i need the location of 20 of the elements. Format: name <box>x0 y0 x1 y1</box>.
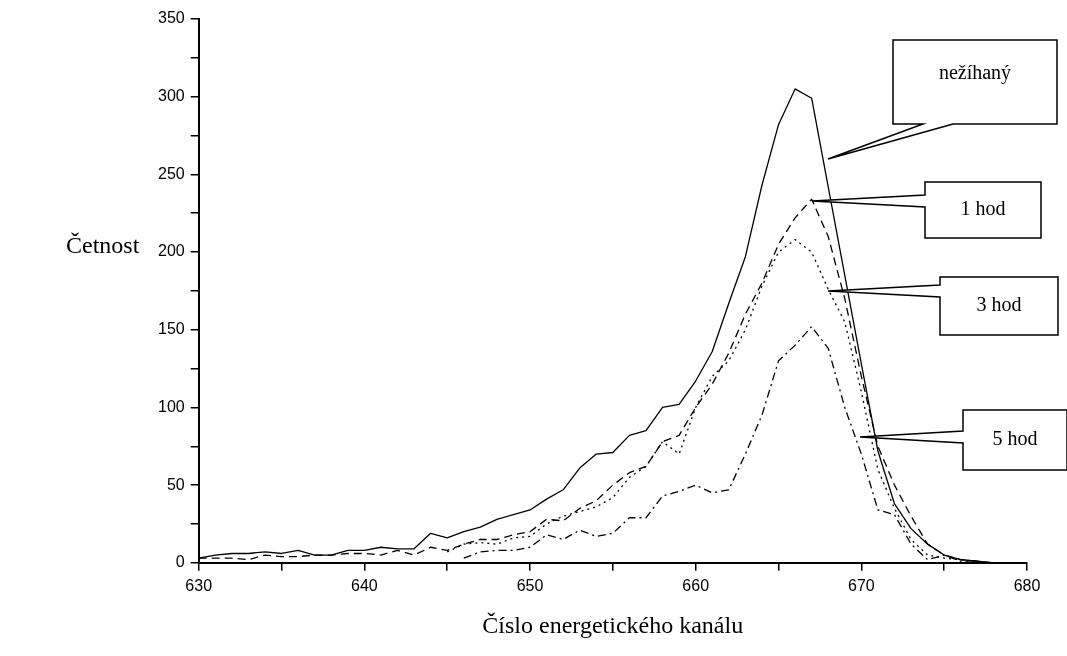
x-tick-label: 640 <box>351 576 378 594</box>
x-tick-label: 680 <box>1013 576 1041 594</box>
x-tick-label: 660 <box>682 576 710 594</box>
y-tick-label: 250 <box>157 164 185 182</box>
annotation: 1 hod <box>960 197 1006 220</box>
annotation: 5 hod <box>992 427 1038 450</box>
y-tick-label: 100 <box>157 397 185 415</box>
x-tick-label: 630 <box>185 576 213 594</box>
annotation: nežíhaný <box>938 61 1012 85</box>
y-tick-label: 50 <box>166 475 185 493</box>
y-axis-title: Četnost <box>66 232 140 259</box>
y-tick-label: 300 <box>157 87 185 105</box>
x-tick-label: 670 <box>847 576 875 594</box>
x-axis-title: Číslo energetického kanálu <box>482 612 744 639</box>
y-tick-label: 350 <box>157 9 185 27</box>
y-tick-label: 150 <box>157 320 185 338</box>
x-tick-label: 650 <box>516 576 544 594</box>
annotation: 3 hod <box>976 293 1022 316</box>
y-tick-label: 0 <box>175 553 185 571</box>
y-tick-label: 200 <box>157 242 185 260</box>
